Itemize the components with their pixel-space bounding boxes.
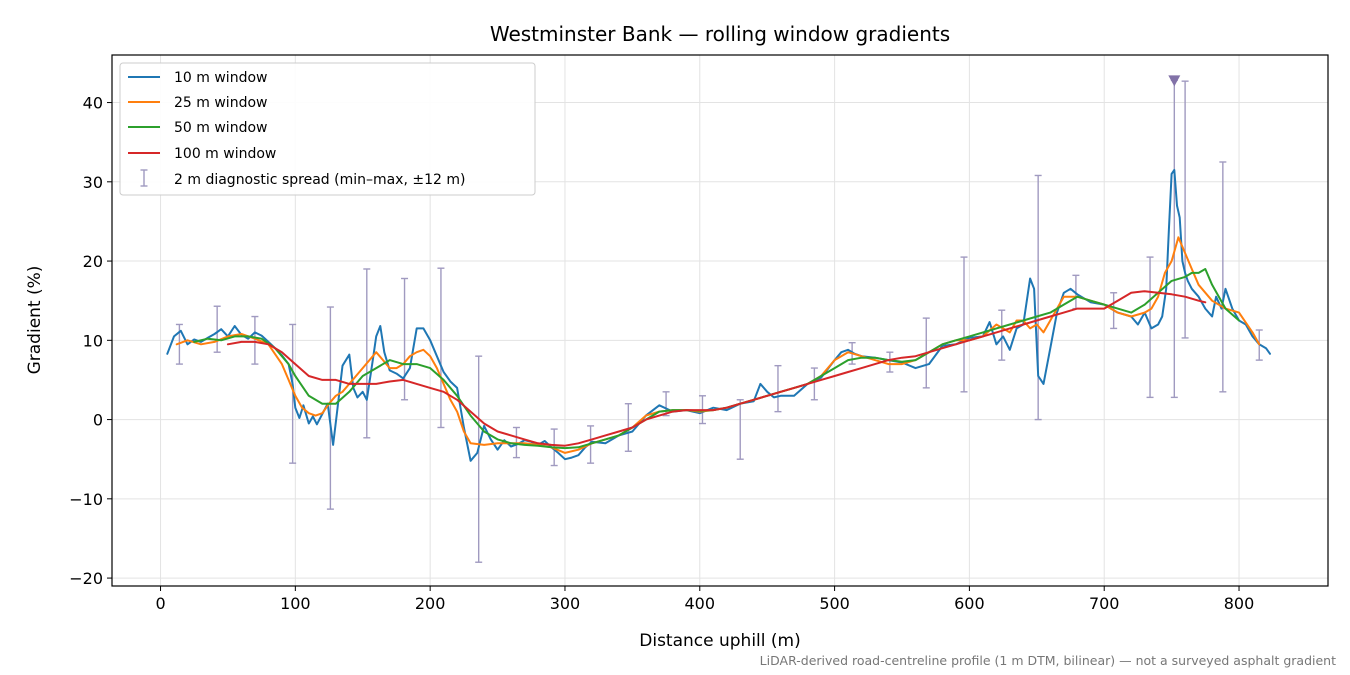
- peak-marker: [1168, 75, 1181, 87]
- y-tick-label: 10: [83, 331, 103, 350]
- legend-item-1: 10 m window: [128, 70, 267, 86]
- errorbar: [810, 367, 818, 401]
- x-tick-label: 100: [280, 594, 311, 613]
- y-tick-label: −20: [69, 569, 103, 588]
- legend-label: 10 m window: [174, 70, 267, 86]
- series-line-1: [166, 168, 1271, 462]
- y-tick-label: −10: [69, 490, 103, 509]
- errorbar: [624, 403, 632, 452]
- x-tick-label: 300: [550, 594, 581, 613]
- errorbar: [475, 355, 483, 563]
- x-tick-label: 600: [954, 594, 985, 613]
- errorbar: [437, 267, 445, 429]
- x-tick-label: 700: [1089, 594, 1120, 613]
- errorbar: [213, 305, 221, 353]
- x-tick-label: 200: [415, 594, 446, 613]
- x-tick-label: 800: [1224, 594, 1255, 613]
- errorbar: [1034, 174, 1042, 421]
- errorbar: [774, 364, 782, 413]
- errorbar: [886, 351, 894, 373]
- y-tick-label: 40: [83, 94, 103, 113]
- chart-title: Westminster Bank — rolling window gradie…: [490, 22, 950, 46]
- errorbar: [1219, 161, 1227, 393]
- x-axis-title: Distance uphill (m): [639, 631, 800, 651]
- x-tick-label: 0: [155, 594, 165, 613]
- errorbar: [363, 268, 371, 439]
- legend-item-4: 100 m window: [128, 146, 276, 162]
- ticks: 0 100 200 300 400 500 600 700 800 −20 −10 0 10 20 30 40: [69, 94, 1254, 613]
- legend-label: 50 m window: [174, 120, 267, 136]
- errorbar: [289, 323, 297, 464]
- legend-label: 25 m window: [174, 95, 267, 111]
- footnote: LiDAR-derived road-centreline profile (1…: [760, 653, 1336, 668]
- errorbar: [326, 306, 334, 510]
- legend-label: 100 m window: [174, 146, 276, 162]
- errorbar: [1181, 80, 1189, 339]
- plot-frame: [111, 54, 1329, 587]
- errorbar: [736, 399, 744, 460]
- errorbar: [998, 309, 1006, 361]
- legend: 10 m window 25 m window 50 m window 100 m w…: [119, 62, 536, 196]
- errorbar: [251, 315, 259, 365]
- y-tick-label: 0: [93, 411, 103, 430]
- y-tick-label: 30: [83, 173, 103, 192]
- errorbar-layer: [175, 79, 1263, 563]
- series-layer: [166, 168, 1271, 462]
- errorbar: [960, 256, 968, 393]
- series-line-4: [226, 290, 1207, 447]
- x-tick-label: 400: [685, 594, 716, 613]
- x-tick-label: 500: [819, 594, 850, 613]
- y-axis-title: Gradient (%): [25, 266, 45, 375]
- marker-layer: [1168, 75, 1181, 87]
- y-tick-label: 20: [83, 252, 103, 271]
- legend-box: [119, 62, 536, 196]
- legend-item-errorbar: 2 m diagnostic spread (min–max, ±12 m): [140, 169, 465, 188]
- legend-item-2: 25 m window: [128, 95, 267, 111]
- legend-item-3: 50 m window: [128, 120, 267, 136]
- legend-label: 2 m diagnostic spread (min–max, ±12 m): [174, 172, 465, 188]
